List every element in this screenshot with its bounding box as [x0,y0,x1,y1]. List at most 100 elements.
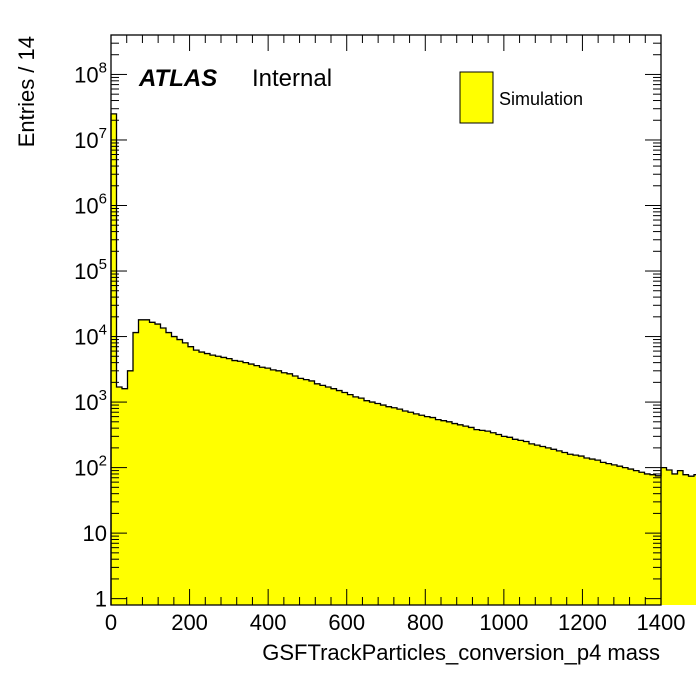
histogram-bar [551,449,557,605]
histogram-bar [529,443,535,605]
histogram-bar [523,441,530,605]
histogram-bar [177,339,183,605]
histogram-bar [584,458,590,605]
histogram-bar [496,434,502,605]
histogram-bar [622,467,629,605]
histogram-bar [111,113,117,606]
histogram-bar [688,476,695,605]
x-tick-label: 600 [328,610,365,635]
histogram-bar [600,462,607,605]
histogram-bar [413,413,420,605]
histogram-bar [485,431,491,605]
histogram-bar [116,386,123,605]
histogram-bar [402,411,409,605]
histogram-bar [644,473,651,605]
histogram-bar [606,463,612,605]
y-tick-labels: 1 10 102 103 104 105 106 107 108 [74,59,107,611]
histogram-bar [342,392,348,605]
histogram-bar [369,402,376,605]
histogram-bar [336,390,343,605]
histogram-bar [276,370,282,605]
histogram-bar [562,452,568,605]
histogram-bar [661,467,667,605]
histogram-bar [573,455,579,605]
histogram-bar [386,406,392,605]
histogram-bar [122,388,128,605]
histogram-bar [589,459,596,605]
histogram-bar [655,475,662,605]
histogram-bar [215,356,222,605]
histogram-bar [204,353,211,605]
histogram-bar [375,403,381,605]
histogram-bar [237,361,244,605]
histogram-bar [424,416,431,605]
histogram-bar [358,398,365,605]
x-tick-labels: 0 200 400 600 800 1000 1200 1400 [105,610,686,635]
histogram-bar [694,474,696,605]
histogram-bar [507,437,513,605]
histogram-outline [110,113,696,605]
y-tick-label: 105 [74,256,107,284]
histogram-bar [435,419,442,605]
histogram-bar [534,445,541,605]
histogram-bar [490,432,497,605]
axis-ticks [110,34,662,605]
histogram-bars [111,113,696,606]
histogram-bar [314,383,321,605]
histogram-bar [556,450,563,605]
histogram-bar [446,421,453,605]
histogram-bar [171,336,178,605]
histogram-bar [628,469,634,605]
x-axis-title: GSFTrackParticles_conversion_p4 mass [262,640,660,665]
histogram-bar [193,350,200,605]
y-tick-label: 106 [74,191,107,219]
histogram-bar [254,365,260,605]
legend-label: Simulation [499,89,583,109]
histogram-bar [309,380,315,605]
histogram-bar [232,360,238,605]
y-tick-label: 102 [74,453,107,481]
y-tick-label: 104 [74,322,107,350]
internal-label: Internal [252,65,332,92]
histogram-bar [512,439,519,605]
histogram-bar [281,372,288,605]
histogram-bar [303,379,310,605]
histogram-bar [468,427,475,605]
histogram-bar [479,430,486,605]
histogram-bar [677,470,684,605]
histogram-bar [633,470,640,605]
y-tick-label: 107 [74,125,107,153]
histogram-bar [347,394,354,605]
x-tick-label: 0 [105,610,117,635]
histogram-bar [270,369,277,605]
histogram-bar [265,368,271,605]
histogram-bar [325,386,332,605]
histogram-bar [474,429,480,605]
histogram-bar [463,426,469,605]
histogram-bar [292,376,299,605]
histogram-bar [353,396,359,605]
histogram-bar [567,454,574,605]
atlas-label: ATLAS [138,65,217,92]
histogram-bar [650,474,656,605]
histogram-bar [210,355,216,605]
histogram-bar [127,370,134,605]
histogram-bar [298,378,304,605]
histogram-bar [138,319,145,605]
histogram-bar [639,472,645,605]
histogram-bar [248,364,255,605]
histogram-bar [287,373,293,605]
legend: Simulation [459,71,583,124]
histogram-bar [617,466,623,605]
histogram-bar [160,328,167,605]
histogram-bar [166,332,172,605]
histogram-bar [188,346,194,605]
histogram-bar [611,464,618,605]
histogram-bar [452,423,458,605]
x-tick-label: 400 [250,610,287,635]
histogram-bar [182,342,189,605]
histogram-bar [595,460,601,605]
histogram-bar [380,405,387,605]
